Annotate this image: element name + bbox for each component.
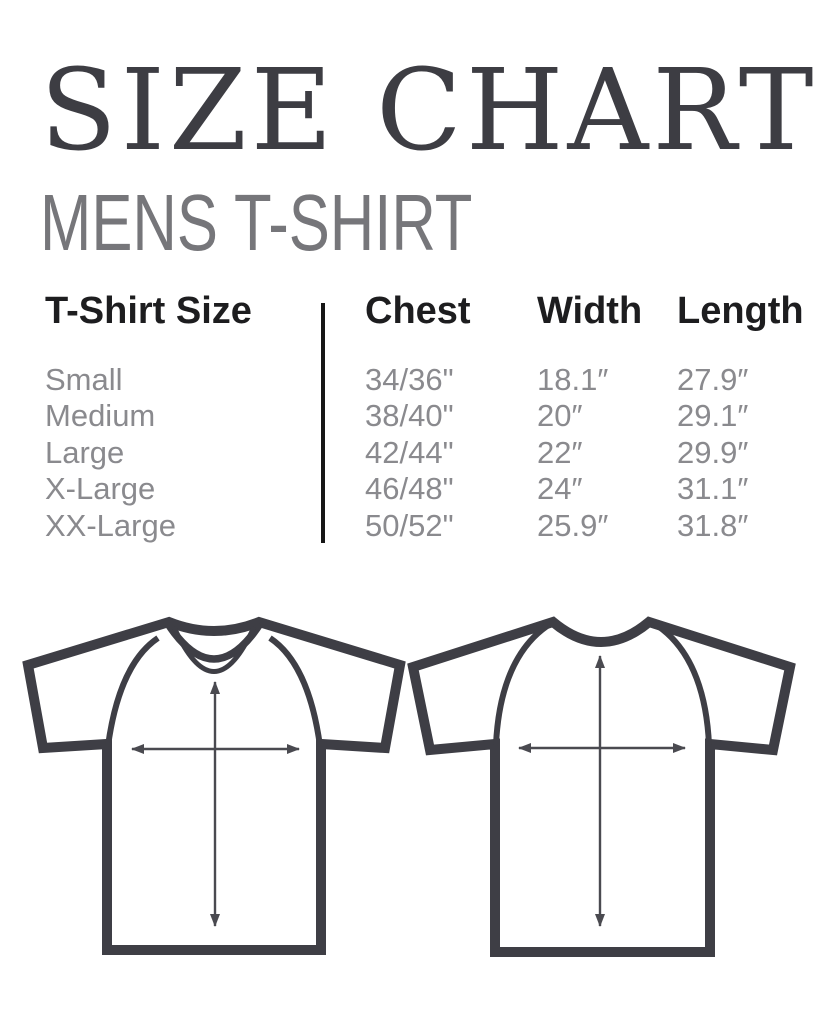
table-row: XX-Large 50/52" 25.9″ 31.8″ [45, 508, 795, 544]
cell-size: Large [45, 434, 125, 470]
table-row: Large 42/44" 22″ 29.9″ [45, 435, 795, 471]
size-table-header: T-Shirt Size Chest Width Length [45, 290, 804, 332]
collar-inner-line [171, 625, 257, 674]
cell-length: 29.1″ [677, 398, 749, 434]
cell-chest: 46/48" [365, 471, 454, 507]
cell-length: 31.8″ [677, 507, 749, 543]
size-table: T-Shirt Size Chest Width Length Small 34… [45, 290, 804, 544]
cell-width: 20″ [537, 398, 583, 434]
table-row: Medium 38/40" 20″ 29.1″ [45, 398, 795, 434]
sleeve-seam-left [105, 635, 160, 747]
cell-length: 29.9″ [677, 434, 749, 470]
size-table-body: Small 34/36" 18.1″ 27.9″ Medium 38/40" 2… [45, 362, 795, 544]
tshirt-front-diagram [22, 600, 406, 960]
cell-length: 27.9″ [677, 362, 749, 397]
table-divider-line [321, 303, 325, 543]
cell-width: 18.1″ [537, 362, 609, 397]
cell-size: X-Large [45, 471, 156, 507]
page-subtitle: MENS T-SHIRT [40, 178, 473, 267]
sleeve-seam-right [268, 635, 323, 747]
tshirt-back-outline [407, 616, 796, 957]
column-header-width: Width [537, 290, 643, 332]
cell-length: 31.1″ [677, 471, 749, 507]
cell-chest: 42/44" [365, 434, 454, 470]
table-row: Small 34/36" 18.1″ 27.9″ [45, 362, 795, 398]
cell-chest: 38/40" [365, 398, 454, 434]
sleeve-seam-right [656, 623, 712, 746]
column-header-size: T-Shirt Size [45, 290, 252, 332]
cell-chest: 34/36" [365, 362, 454, 397]
sleeve-seam-left [493, 623, 549, 746]
tshirt-back-diagram [407, 600, 796, 960]
cell-width: 24″ [537, 471, 583, 507]
table-row: X-Large 46/48" 24″ 31.1″ [45, 471, 795, 507]
cell-size: XX-Large [45, 507, 176, 543]
page-title: SIZE CHART [40, 46, 818, 176]
cell-size: Small [45, 362, 123, 397]
cell-chest: 50/52" [365, 507, 454, 543]
cell-width: 25.9″ [537, 507, 609, 543]
cell-width: 22″ [537, 434, 583, 470]
column-header-chest: Chest [365, 290, 471, 332]
cell-size: Medium [45, 398, 156, 434]
column-header-length: Length [677, 290, 804, 332]
